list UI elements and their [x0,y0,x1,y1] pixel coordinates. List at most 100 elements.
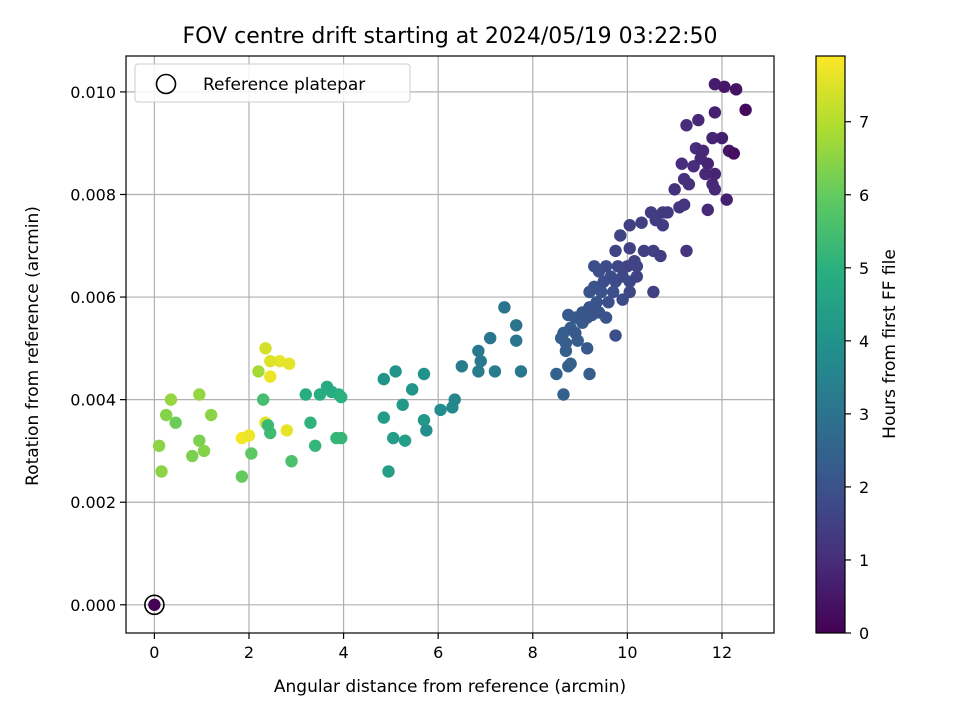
data-point [382,465,395,478]
data-point [599,260,613,273]
axes-frame [125,55,775,634]
data-point [264,354,277,368]
x-tick-label: 8 [528,643,538,662]
data-point [729,83,743,96]
data-point [677,172,691,186]
data-point [434,403,447,417]
data-point [377,372,390,386]
x-axis-ticks: 0 2 4 6 8 10 12 [149,633,732,662]
data-point [320,380,334,394]
y-tick-label: 0.000 [70,596,116,615]
data-point [235,470,249,483]
data-point [708,78,722,91]
data-point [599,311,613,324]
data-point [699,167,712,181]
data-point [197,444,211,458]
colorbar-label: Hours from first FF file [880,249,900,439]
colorbar-tick-label: 3 [859,405,869,424]
reference-platepar-marker [144,594,165,616]
data-point [668,183,681,196]
data-point [602,295,615,309]
data-point [304,416,317,429]
data-point [256,393,270,406]
data-point [701,157,714,170]
data-point [488,365,502,378]
data-point [245,447,258,460]
data-point [335,431,348,445]
data-point [186,449,199,463]
data-point [623,285,636,299]
data-point [656,219,670,232]
data-point [706,178,719,191]
data-point [623,242,636,255]
data-point [514,365,528,378]
data-point [583,301,596,314]
legend-label-reference: Reference platepar [203,75,365,95]
data-point [510,334,523,347]
data-point [420,424,433,437]
data-point [417,413,431,427]
y-tick-label: 0.008 [70,185,116,204]
data-point [242,429,256,442]
x-tick-label: 4 [338,643,348,662]
colorbar-tick-label: 2 [859,478,869,497]
data-point [280,424,294,437]
data-point [595,285,608,299]
data-point [609,244,622,258]
colorbar-ticks: 0 1 2 3 4 5 6 7 [845,113,869,643]
scatter-points [144,78,752,616]
data-point [656,206,670,219]
data-point [673,201,686,214]
data-point [308,439,322,452]
colorbar-tick-label: 1 [859,551,869,570]
data-point [164,393,178,406]
data-point [637,244,651,258]
data-point [706,131,719,145]
data-point [580,311,594,324]
y-tick-label: 0.010 [70,83,116,102]
data-point [718,80,731,93]
data-point [472,365,485,378]
data-point [448,393,461,406]
data-point [583,285,596,299]
data-point [273,354,286,368]
data-point [708,106,722,119]
x-tick-label: 10 [617,643,637,662]
data-point [398,434,412,447]
data-point [259,342,272,355]
data-point [675,157,688,170]
data-point [680,119,693,132]
data-point [569,326,582,340]
data-point [510,319,523,332]
y-tick-label: 0.002 [70,493,116,512]
colorbar-tick-label: 7 [859,113,869,132]
colorbar-frame [815,55,846,634]
data-point [630,260,644,273]
data-point [739,103,752,117]
x-tick-label: 0 [149,643,159,662]
data-point [193,434,206,447]
data-point [261,419,275,432]
data-point [377,411,390,424]
data-point [282,357,296,370]
data-point [557,388,570,401]
data-point [152,439,166,452]
data-point [623,219,636,232]
data-point [720,193,733,206]
data-point [472,344,485,358]
data-point [654,249,667,263]
data-point [405,383,419,396]
data-point [621,260,634,273]
data-point [550,367,563,381]
data-point [193,388,206,401]
data-point [474,354,487,368]
data-point [630,270,644,283]
data-point [455,360,469,373]
data-point [387,431,400,445]
data-point [498,301,511,314]
colorbar-tick-label: 4 [859,332,869,351]
data-point [484,331,497,345]
x-tick-label: 12 [712,643,732,662]
data-point [335,390,348,404]
